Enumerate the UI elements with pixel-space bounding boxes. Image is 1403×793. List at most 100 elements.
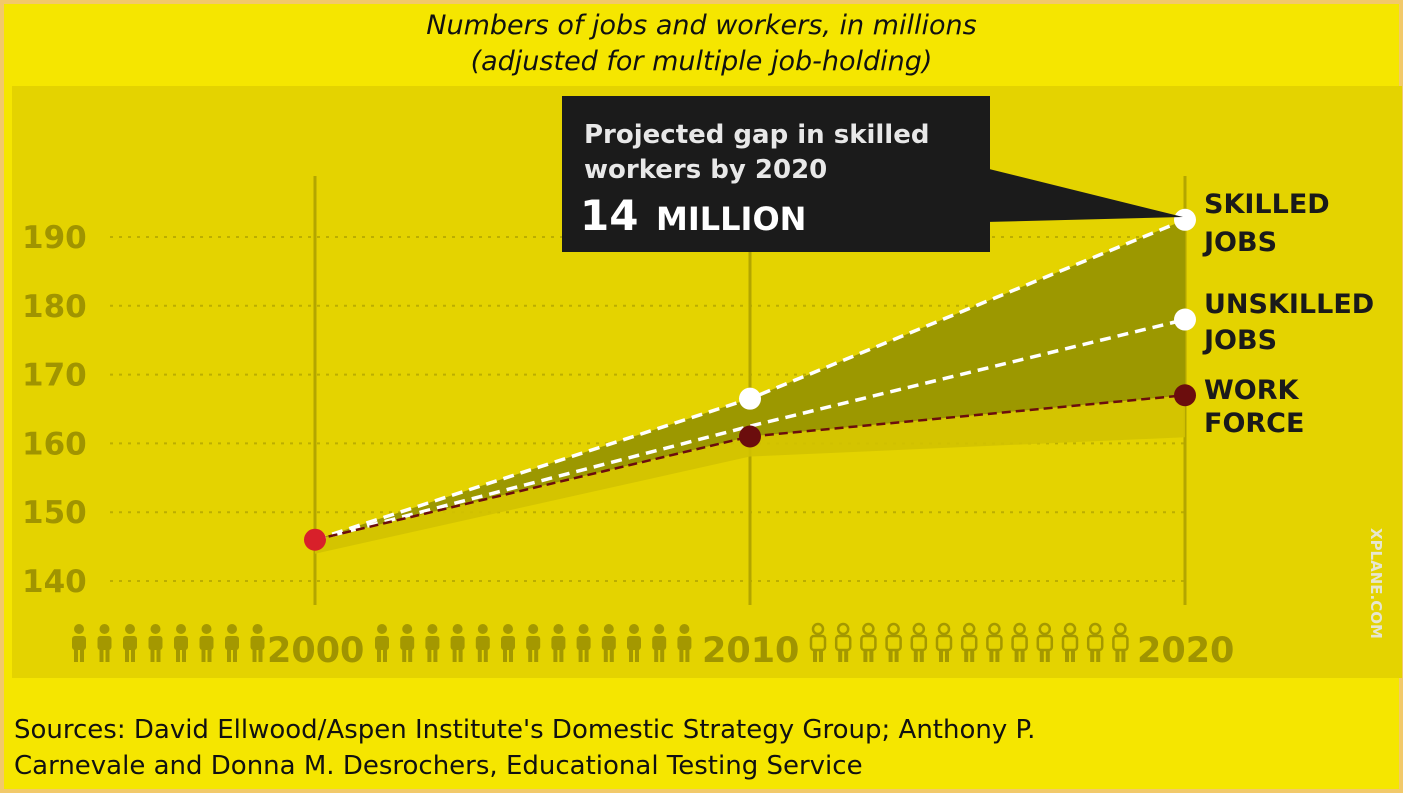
person-head [1038,622,1052,636]
person-icon [1112,622,1129,662]
person-icon [475,624,490,662]
person-icon [986,622,1003,662]
point-1-2020 [1174,208,1196,231]
callout-unit: MILLION [656,200,806,238]
person-head [937,622,951,636]
person-head [377,624,387,634]
person-leg-left [227,649,231,662]
person-leg-right [182,649,186,662]
title-line-1: Numbers of jobs and workers, in millions [426,10,977,41]
person-leg-left [528,649,533,662]
person-icon [225,624,239,662]
person-leg-right [509,649,513,662]
series-label-2-line-2: JOBS [1202,325,1277,356]
person-body [425,636,440,650]
person-leg-right [1045,649,1050,662]
person-leg-right [869,649,874,662]
person-leg-left [553,649,558,662]
person-leg-left [1014,649,1019,662]
person-icon [1086,622,1104,662]
person-body [677,636,692,650]
person-head [988,622,1001,636]
person-head [1013,622,1026,636]
person-leg-right [635,649,639,662]
person-leg-left [74,649,78,662]
person-leg-left [578,649,583,662]
sources-note: Sources: David Ellwood/Aspen Institute's… [14,712,1384,784]
sources-line-2: Carnevale and Donna M. Desrochers, Educa… [14,751,863,781]
person-leg-right [534,649,539,662]
person-head [578,624,589,634]
y-tick-150: 150 [22,495,87,531]
person-head [150,624,161,634]
person-body [986,634,1003,652]
person-body [400,636,415,650]
person-leg-left [125,649,129,662]
person-icon [576,624,591,662]
person-head [553,624,564,634]
person-body [225,636,239,650]
person-icon [148,624,163,662]
person-leg-right [894,649,899,662]
person-body [935,634,953,652]
person-leg-right [1121,649,1126,662]
person-body [148,636,163,650]
person-icon [1036,622,1054,662]
person-body [526,636,541,650]
person-body [576,636,591,650]
person-leg-right [156,649,161,662]
y-tick-140: 140 [22,564,87,600]
person-leg-left [629,649,633,662]
person-body [501,636,515,650]
person-body [860,634,877,652]
person-leg-left [1065,649,1069,662]
person-leg-right [685,649,690,662]
person-head [452,624,463,634]
person-head [862,622,875,636]
gap-area [315,219,1185,540]
person-icon [910,622,928,662]
y-tick-180: 180 [22,289,87,325]
person-leg-right [408,649,413,662]
person-leg-left [1039,649,1044,662]
callout-line-2: workers by 2020 [584,155,827,185]
person-head [811,622,825,636]
person-icon [1011,622,1028,662]
x-tick-2000: 2000 [267,631,364,671]
person-head [427,624,438,634]
person-leg-right [105,649,110,662]
person-body [885,634,902,652]
person-head [125,624,135,634]
person-icon [677,624,692,662]
person-body [97,636,112,650]
person-leg-left [863,649,868,662]
person-leg-left [477,649,482,662]
callout-box [562,96,990,252]
person-body [1086,634,1104,652]
person-leg-left [176,649,180,662]
person-icon [450,624,465,662]
series-label-1-line-1: SKILLED [1204,189,1330,220]
person-body [123,636,137,650]
person-body [475,636,490,650]
person-leg-left [603,649,608,662]
person-icon [1061,622,1079,662]
person-body [72,636,86,650]
person-head [962,622,976,636]
person-head [252,624,263,634]
person-leg-right [1096,649,1101,662]
person-icon [400,624,415,662]
person-body [960,634,978,652]
person-body [1011,634,1028,652]
person-head [99,624,110,634]
person-leg-right [584,649,589,662]
person-leg-left [989,649,994,662]
person-leg-right [819,649,823,662]
person-head [503,624,513,634]
person-body [834,634,852,652]
person-head [603,624,614,634]
person-icon [97,624,112,662]
person-icon [123,624,137,662]
point-1-2010 [739,387,761,410]
person-body [809,634,827,652]
